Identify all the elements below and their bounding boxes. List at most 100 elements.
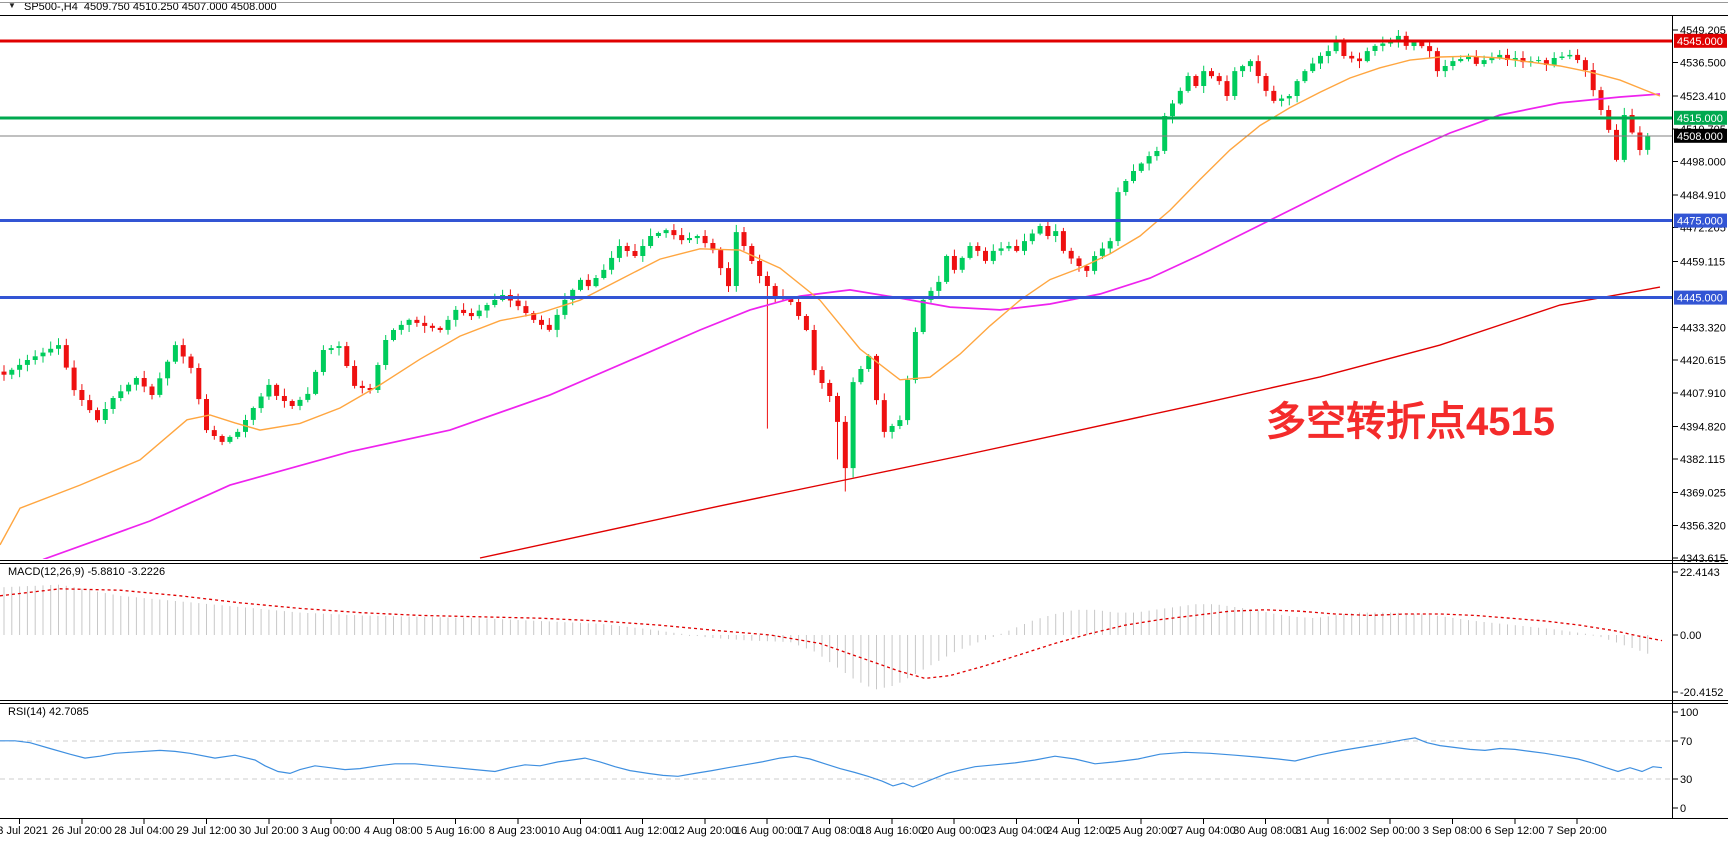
candle-body [632,251,638,256]
candle-body [1551,58,1557,65]
macd-histogram-bar [1039,618,1041,635]
macd-histogram-bar [26,586,28,635]
candle-wick [689,232,690,243]
candle-body [1637,132,1643,150]
macd-histogram-bar [486,618,488,635]
macd-histogram-bar [1327,616,1329,635]
macd-histogram-bar [782,635,784,642]
candle-body [352,366,358,386]
candle-body [250,408,256,420]
macd-histogram-bar [361,615,363,635]
candle-body [687,238,692,241]
candle-body [1216,76,1222,82]
macd-histogram-bar [143,598,145,635]
candle-body [718,250,724,269]
candle-body [1053,231,1059,236]
candle-wick [408,318,410,332]
macd-histogram-bar [1444,616,1446,635]
candle-body [912,332,918,380]
macd-histogram-bar [946,635,948,657]
time-tick-label: 17 Aug 08:00 [797,825,862,837]
candle-body [1279,98,1285,101]
macd-histogram-bar [174,601,176,635]
candle-body [897,420,903,426]
candle-body [141,378,147,387]
macd-histogram-bar [11,586,13,635]
macd-histogram-bar [1320,617,1321,635]
macd-histogram-bar [1468,620,1469,635]
candle-body [1255,61,1261,76]
chart-header[interactable]: ▼ SP500-,H4 4509.750 4510.250 4507.000 4… [0,0,1728,15]
macd-histogram-bar [1343,614,1345,635]
macd-histogram-bar [1249,609,1251,635]
macd-histogram-bar [1008,630,1010,635]
rsi-line [0,737,1663,788]
candle-body [1006,246,1012,249]
macd-histogram-bar [1234,607,1236,635]
time-tick-label: 23 Jul 2021 [0,825,48,837]
candle-body [71,367,77,391]
macd-histogram-bar [969,635,971,646]
candle-wick [766,271,768,429]
macd-histogram-bar [291,611,293,635]
macd-histogram-bar [494,618,496,635]
candle-body [764,276,770,286]
candle-body [1458,59,1464,62]
macd-histogram-bar [1031,620,1033,635]
time-tick-label: 24 Aug 12:00 [1046,825,1111,837]
macd-histogram-bar [751,635,753,641]
macd-histogram-bar [930,635,932,666]
candle-body [1333,41,1339,52]
macd-histogram-bar [860,635,862,683]
macd-histogram-bar [564,622,566,635]
candle-body [554,314,560,330]
price-tick-label: 4536.500 [1680,58,1726,70]
macd-histogram-bar [1140,611,1142,635]
macd-histogram-bar [330,614,332,635]
candle-body [1162,116,1168,151]
candle-body [1294,81,1300,96]
macd-histogram-bar [1070,610,1072,635]
price-tick-label: 4356.320 [1680,520,1726,532]
candle-body [172,345,178,362]
price-tick-label: 4369.025 [1680,488,1726,500]
price-annotation[interactable]: 多空转折点4515 [1266,400,1555,444]
candle-body [1022,241,1027,251]
candle-body [1489,57,1495,61]
macd-histogram-bar [774,635,776,642]
candle-body [702,236,708,244]
macd-histogram-bar [1545,628,1547,635]
macd-histogram-bar [393,616,394,635]
candle-body [1419,41,1425,47]
candle-body [1505,54,1510,60]
macd-histogram-bar [1584,633,1586,635]
macd-histogram-bar [315,613,317,635]
candle-wick [1288,94,1290,106]
macd-histogram-bar [1553,629,1555,635]
macd-histogram-bar [1592,634,1594,636]
candle-body [796,302,802,316]
macd-histogram-bar [977,635,979,643]
macd-histogram-bar [728,635,729,640]
symbol-dropdown-icon[interactable]: ▼ [8,1,16,10]
candle-body [157,378,163,395]
candle-body [1473,57,1479,64]
macd-histogram-bar [1109,611,1111,635]
macd-histogram-bar [252,608,254,635]
candle-body [437,327,443,330]
candle-body [9,369,15,375]
macd-histogram-bar [19,586,21,635]
macd-scale-label: -20.4152 [1680,687,1723,699]
macd-histogram-bar [206,603,207,635]
macd-histogram-bar [42,585,44,635]
macd-histogram-bar [1164,608,1166,635]
macd-histogram-bar [634,627,636,635]
price-box-4545.000 [1674,33,1727,48]
macd-histogram-bar [1366,612,1368,635]
macd-histogram-bar [829,635,831,663]
macd-histogram-bar [922,635,924,670]
candle-body [126,384,132,392]
candle-body [383,340,389,365]
time-tick-label: 10 Aug 04:00 [548,825,613,837]
macd-histogram-bar [1421,614,1423,635]
